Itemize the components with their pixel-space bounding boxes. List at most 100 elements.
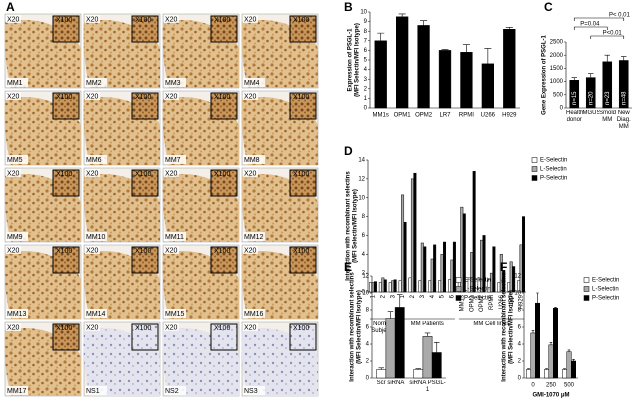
high-mag: X100 <box>135 94 151 101</box>
group-label-box: Normal Subjects <box>371 321 394 334</box>
label-bg <box>85 246 100 254</box>
label-bg <box>85 232 107 241</box>
tile-label: MM10 <box>86 234 106 241</box>
inset <box>52 15 80 43</box>
error-bar <box>505 27 513 30</box>
x-tick-label-box: Smold. MM <box>599 110 616 123</box>
high-mag: X100 <box>135 325 151 332</box>
bar <box>413 369 424 379</box>
bar <box>418 280 422 293</box>
bar <box>460 52 473 109</box>
error-bar <box>588 73 594 78</box>
bar <box>381 277 385 293</box>
tile-label: MM15 <box>165 311 185 318</box>
y-tick-label: 8 <box>362 214 366 220</box>
x-tick-label: H929 <box>502 113 517 119</box>
bar <box>378 282 382 293</box>
x-tick-label: 6 <box>450 294 456 298</box>
label-bg <box>85 169 100 177</box>
legend-label: E-Selectin <box>540 158 567 164</box>
tile-label: MM13 <box>7 311 27 318</box>
low-mag: X20 <box>7 170 20 177</box>
bar <box>430 258 434 293</box>
error-bar <box>554 307 557 309</box>
y-axis-label: Interaction with recombinant selectins <box>502 272 508 382</box>
x-tick-label: RPMI <box>459 113 474 119</box>
panel-letter: C <box>544 0 553 14</box>
y-tick-label: 2 <box>366 359 370 365</box>
low-mag: X20 <box>244 170 257 177</box>
y-tick-label: 0 <box>366 376 370 382</box>
low-mag: X20 <box>86 16 99 23</box>
inset <box>289 246 317 274</box>
x-tick-label: LR7 <box>439 113 451 119</box>
error-bar <box>621 56 627 61</box>
error-bar <box>549 342 553 345</box>
panel-letter: A <box>6 0 15 14</box>
x-tick-label: OPM2 <box>479 294 485 312</box>
high-mag: X100 <box>56 248 72 255</box>
x-tick-label: 5 <box>440 294 446 298</box>
x-tick-label-box: MGUS <box>583 110 600 116</box>
inset <box>289 323 317 351</box>
low-mag: X20 <box>86 324 99 331</box>
bar <box>431 352 442 379</box>
x-tick-label: 4 <box>430 294 436 298</box>
group-label: MM Cell lines <box>473 321 510 327</box>
inset <box>131 169 159 197</box>
high-mag: X100 <box>214 171 230 178</box>
high-mag: X100 <box>135 17 151 24</box>
error-bar <box>531 330 535 333</box>
x-tick-label: LR7 <box>509 294 515 306</box>
legend-label: E-Selectin <box>464 278 491 284</box>
bar <box>373 281 377 293</box>
x-tick-label: 2 <box>380 294 386 298</box>
x-tick-label: OPM1 <box>394 113 412 119</box>
bar <box>438 280 442 293</box>
y-axis-label: (MFI Selectin/MFI Isotype) <box>355 23 361 97</box>
y-tick-label: 6 <box>362 233 366 239</box>
high-mag: X100 <box>293 17 309 24</box>
bar <box>497 282 501 293</box>
legend-swatch <box>583 286 590 292</box>
label-bg <box>243 386 265 395</box>
y-axis-label: Expression of PSGL-1 <box>348 28 354 92</box>
x-axis-label: GMI-1070 μM <box>532 393 569 399</box>
y-tick-label: 2000 <box>550 53 564 59</box>
bar <box>433 244 437 293</box>
label-bg <box>164 309 186 318</box>
label-bg <box>6 309 28 318</box>
low-mag: X20 <box>165 324 178 331</box>
bar <box>450 259 454 293</box>
label-bg <box>164 92 179 100</box>
low-mag: X20 <box>86 247 99 254</box>
tile-label: MM8 <box>244 157 260 164</box>
y-tick-label: 2 <box>364 86 368 92</box>
y-tick-label: 1000 <box>550 79 564 85</box>
y-tick-label: 2 <box>362 271 366 277</box>
label-bg <box>164 169 179 177</box>
panel-letter: F <box>500 260 507 274</box>
low-mag: X20 <box>7 16 20 23</box>
high-mag: X100 <box>214 17 230 24</box>
bar <box>447 279 451 293</box>
y-tick-label: 10 <box>358 195 365 201</box>
inset <box>131 92 159 120</box>
legend-swatch <box>455 295 462 301</box>
label-bg <box>243 78 265 87</box>
bar <box>438 50 452 109</box>
error-bar <box>377 32 385 41</box>
x-tick-label: siRNA PSGL-1 <box>409 380 446 393</box>
y-tick-label: 6 <box>364 48 368 54</box>
inset <box>52 323 80 351</box>
bar <box>417 25 430 109</box>
label-bg <box>243 309 265 318</box>
y-axis-label: (MFI Selectin/MFI Isotype) <box>509 290 515 364</box>
tile-label: NS1 <box>86 388 100 395</box>
significance-bracket <box>573 26 608 30</box>
high-mag: X100 <box>56 94 72 101</box>
high-mag: X100 <box>56 17 72 24</box>
significance-bracket <box>573 17 625 21</box>
bar <box>548 344 554 379</box>
x-tick-label: 1 <box>400 294 406 298</box>
